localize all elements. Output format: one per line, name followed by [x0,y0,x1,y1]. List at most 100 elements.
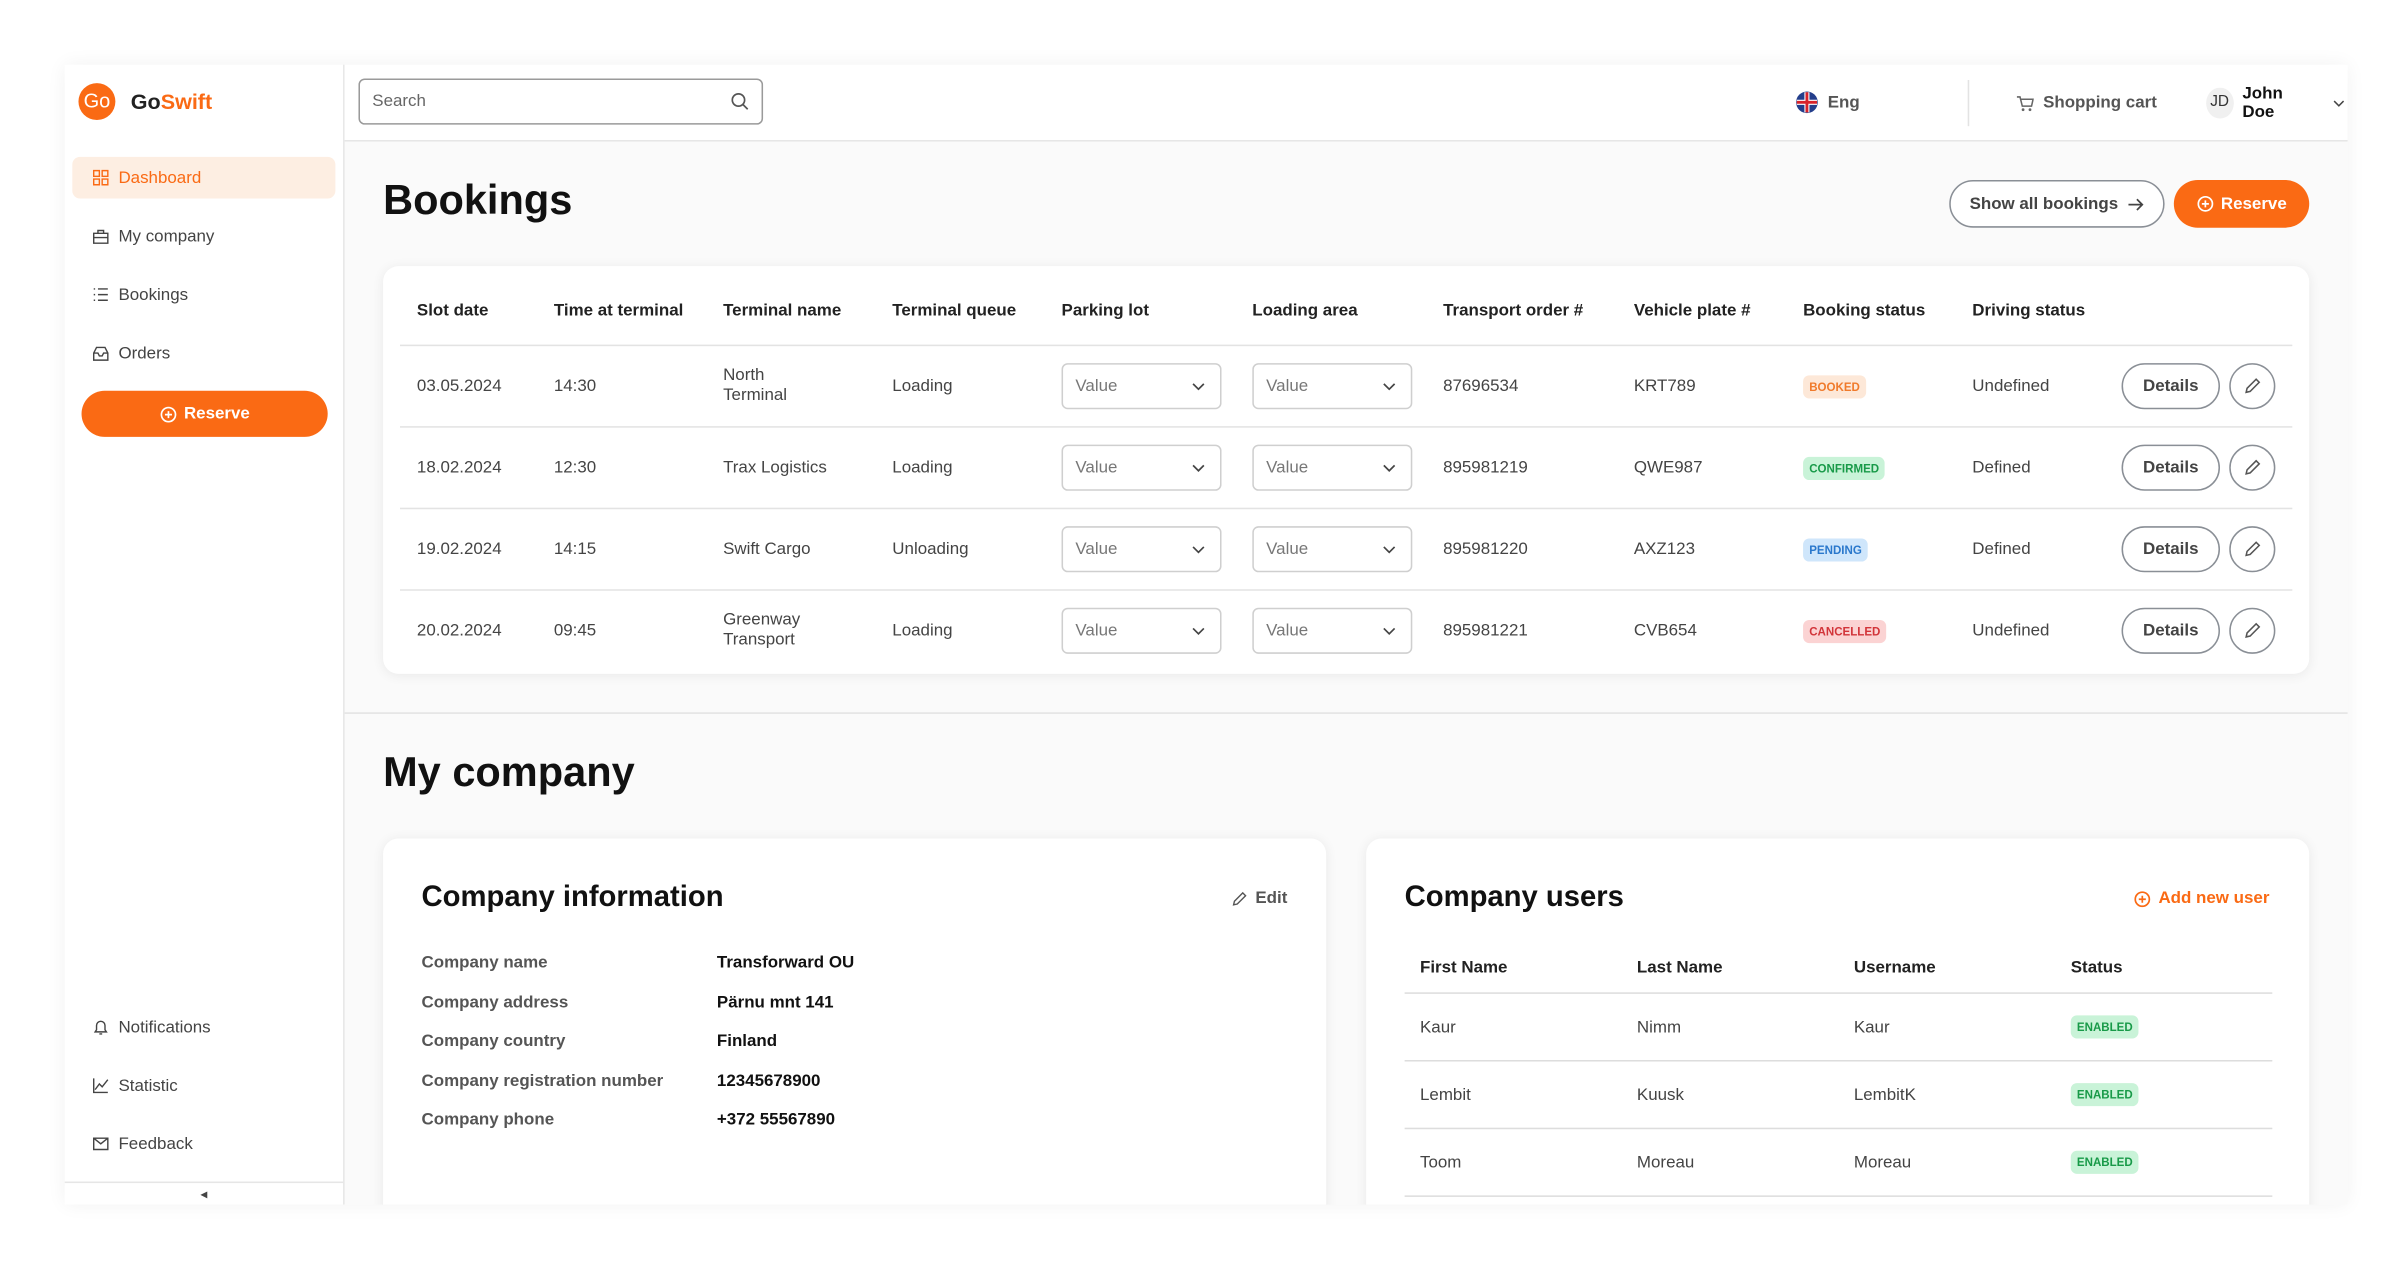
edit-label: Edit [1255,889,1288,908]
reserve-button[interactable]: Reserve [2173,179,2310,228]
shopping-cart[interactable]: Shopping cart [2015,65,2157,140]
row-actions: Details [2105,363,2293,410]
status-badge: CANCELLED [1803,619,1887,643]
status-badge: ENABLED [2070,1015,2139,1039]
table-cell: 895981219 [1426,458,1617,476]
table-cell: 18.02.2024 [400,458,537,476]
cell-text: Moreau [1636,1153,1695,1172]
section-divider [344,712,2348,714]
nav-icon [93,1020,108,1035]
table-cell: 14:30 [537,377,706,395]
nav-label: Dashboard [118,168,202,187]
search-input[interactable]: Search [358,78,764,125]
edit-row-button[interactable] [2229,363,2276,410]
table-cell: ENABLED [2055,1015,2272,1039]
bookings-title: Bookings [383,176,573,224]
table-cell: LembitK [1838,1085,2055,1103]
table-row: Toom Moreau Moreau ENABLED [1404,1129,2273,1197]
table-cell: Value [1045,607,1236,654]
nav-label: Bookings [118,285,189,304]
table-cell: Toom [1405,1153,1622,1171]
edit-row-button[interactable] [2229,444,2276,491]
details-button[interactable]: Details [2121,607,2220,654]
table-cell: Value [1045,363,1236,410]
cell-text: 14:30 [553,376,597,396]
column-header: Time at terminal [553,300,684,320]
show-all-bookings-button[interactable]: Show all bookings [1949,179,2165,228]
table-cell: Value [1235,607,1426,654]
table-cell: Moreau [1838,1153,2055,1171]
company-users-card: Company users Add new user First Name Las… [1366,838,2310,1205]
table-cell: 895981220 [1426,540,1617,558]
nav-item[interactable]: My company [72,215,335,257]
column-header: Driving status [1972,300,2086,320]
column-header: Parking lot [1061,300,1149,320]
column-header: Vehicle plate # [1633,300,1751,320]
user-menu[interactable]: JD John Doe [2206,65,2348,140]
plus-icon [159,405,176,422]
collapse-icon: ◂ [200,1186,208,1202]
cell-text: 19.02.2024 [416,539,502,559]
nav-item[interactable]: Statistic [72,1065,335,1107]
field-value: 12345678900 [716,1071,821,1090]
nav-item[interactable]: Notifications [72,1006,335,1048]
arrow-icon [2128,197,2144,210]
table-cell: 09:45 [537,622,706,640]
button-label: Details [2143,376,2199,396]
details-button[interactable]: Details [2121,526,2220,573]
field-value: +372 55567890 [716,1110,836,1130]
dropdown-value: Value [1266,376,1309,396]
dropdown[interactable]: Value [1252,444,1413,491]
nav-item[interactable]: Dashboard [72,156,336,199]
field-label: Company registration number [421,1071,664,1090]
details-button[interactable]: Details [2121,444,2220,491]
cell-text: Kaur [1853,1017,1890,1037]
nav-item[interactable]: Orders [72,332,335,374]
dropdown[interactable]: Value [1252,363,1413,410]
cell-text: QWE987 [1633,458,1703,477]
button-label: Details [2143,621,2199,640]
column-header: Terminal queue [892,300,1017,320]
sidebar-reserve-button[interactable]: Reserve [81,390,328,437]
logo: Go [78,83,116,120]
dropdown[interactable]: Value [1252,607,1413,654]
table-cell: North Terminal [706,366,875,406]
field-value: Finland [716,1032,778,1051]
edit-row-button[interactable] [2229,526,2276,573]
cart-label: Shopping cart [2043,93,2157,112]
column-header: Loading area [1252,300,1358,320]
search-icon [731,92,749,110]
edit-row-button[interactable] [2229,607,2276,654]
language-selector[interactable]: Eng [1795,65,1860,140]
column-header: Status [2070,957,2123,977]
dropdown[interactable]: Value [1061,444,1222,491]
collapse-button[interactable]: ◂ [64,1181,344,1204]
cell-text: 87696534 [1443,376,1519,396]
dropdown[interactable]: Value [1061,363,1222,410]
table-cell: CONFIRMED [1786,456,1955,480]
table-cell: Kuusk [1622,1085,1839,1103]
cell-text: 895981221 [1443,621,1528,640]
cell-text: Undefined [1972,621,2050,640]
cell-text: Undefined [1972,376,2050,396]
cell-text: Moreau [1853,1153,1912,1172]
brand-first: Go [130,89,161,114]
button-label: Reserve [183,404,250,424]
table-row: 19.02.2024 14:15 Swift Cargo Unloading Value… [399,509,2293,591]
nav-label: Statistic [118,1076,178,1095]
field-label: Company address [421,993,569,1012]
dropdown[interactable]: Value [1252,526,1413,573]
add-user-button[interactable]: Add new user [2134,889,2269,908]
dropdown-value: Value [1266,539,1309,559]
dropdown[interactable]: Value [1061,526,1222,573]
details-button[interactable]: Details [2121,363,2220,410]
nav-label: My company [118,226,215,246]
nav-item[interactable]: Feedback [72,1123,335,1165]
table-row: Lembit Kuusk LembitK ENABLED [1404,1062,2273,1130]
column-header: Terminal name [723,300,842,320]
cell-text: 18.02.2024 [416,458,502,477]
edit-button[interactable]: Edit [1231,889,1288,908]
nav-item[interactable]: Bookings [72,274,335,316]
dropdown[interactable]: Value [1061,607,1222,654]
